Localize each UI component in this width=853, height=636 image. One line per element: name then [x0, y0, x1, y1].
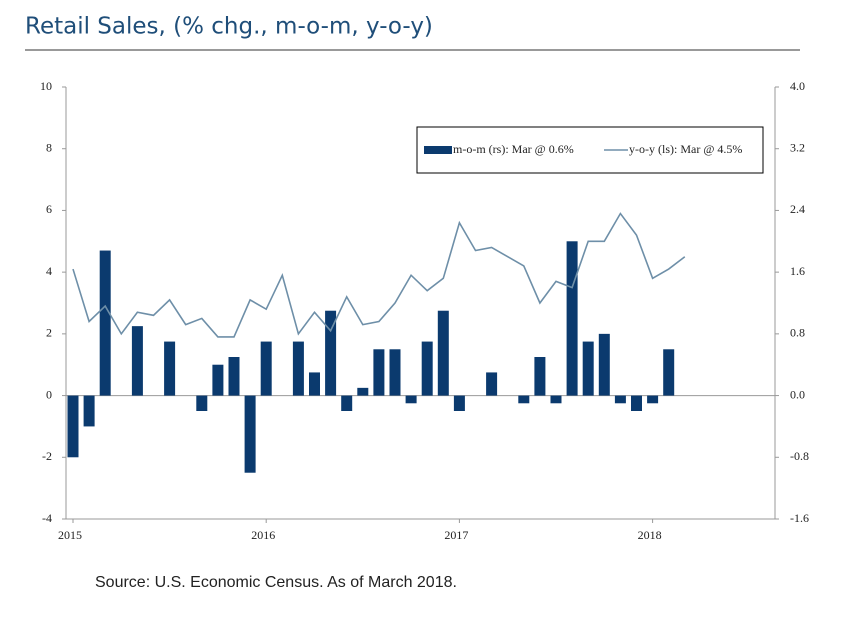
- y-tick-label: -2: [42, 449, 52, 463]
- bar: [453, 395, 465, 411]
- bar: [647, 395, 659, 404]
- bar: [341, 395, 353, 411]
- bar: [437, 310, 449, 396]
- bar: [99, 250, 111, 396]
- bar: [534, 357, 546, 396]
- x-tick-label: 2017: [444, 528, 468, 542]
- bar: [566, 241, 578, 396]
- y-tick-label: 4: [46, 264, 52, 278]
- y-tick-label: 8: [46, 140, 52, 154]
- bar: [131, 326, 143, 396]
- bar: [550, 395, 562, 404]
- bar: [309, 372, 320, 396]
- x-tick-label: 2015: [58, 528, 82, 542]
- chart-title: Retail Sales, (% chg., m-o-m, y-o-y): [25, 14, 433, 40]
- bar: [212, 364, 224, 396]
- bar: [405, 395, 417, 404]
- y2-tick-label: -0.8: [790, 449, 809, 463]
- bar: [518, 395, 530, 404]
- x-tick-label: 2016: [251, 528, 275, 542]
- bar: [486, 372, 498, 396]
- legend-box: [416, 126, 764, 174]
- y-tick-label: 6: [46, 202, 52, 216]
- y2-tick-label: 3.2: [790, 140, 805, 154]
- bar: [228, 357, 240, 396]
- bar: [292, 341, 304, 396]
- bar: [389, 349, 401, 396]
- y2-tick-label: -1.6: [790, 511, 809, 525]
- bar: [196, 395, 208, 411]
- y-tick-label: 10: [40, 79, 52, 93]
- y-tick-label: -4: [42, 511, 52, 525]
- bar: [373, 349, 385, 396]
- legend-label: y-o-y (ls): Mar @ 4.5%: [629, 142, 742, 156]
- source: Source: U.S. Economic Census. As of Marc…: [95, 574, 457, 591]
- y2-tick-label: 1.6: [790, 264, 805, 278]
- x-tick-label: 2018: [638, 528, 662, 542]
- bar: [260, 341, 272, 396]
- y2-tick-label: 4.0: [790, 79, 805, 93]
- bar: [83, 395, 95, 427]
- line: [72, 212, 686, 338]
- bar: [631, 395, 642, 411]
- bar: [614, 395, 626, 404]
- bar: [357, 387, 369, 396]
- bar: [67, 395, 79, 458]
- legend-swatch: [424, 146, 452, 154]
- bar: [582, 341, 594, 396]
- y2-tick-label: 0.0: [790, 387, 805, 401]
- bar: [244, 395, 256, 473]
- y2-tick-label: 2.4: [790, 202, 805, 216]
- y-tick-label: 2: [46, 326, 52, 340]
- y2-tick-label: 0.8: [790, 326, 805, 340]
- bar: [598, 333, 610, 396]
- bar: [663, 349, 675, 396]
- bar: [164, 341, 176, 396]
- bar: [325, 310, 337, 396]
- bar: [421, 341, 433, 396]
- legend-label: m-o-m (rs): Mar @ 0.6%: [453, 142, 574, 156]
- y-tick-label: 0: [46, 387, 52, 401]
